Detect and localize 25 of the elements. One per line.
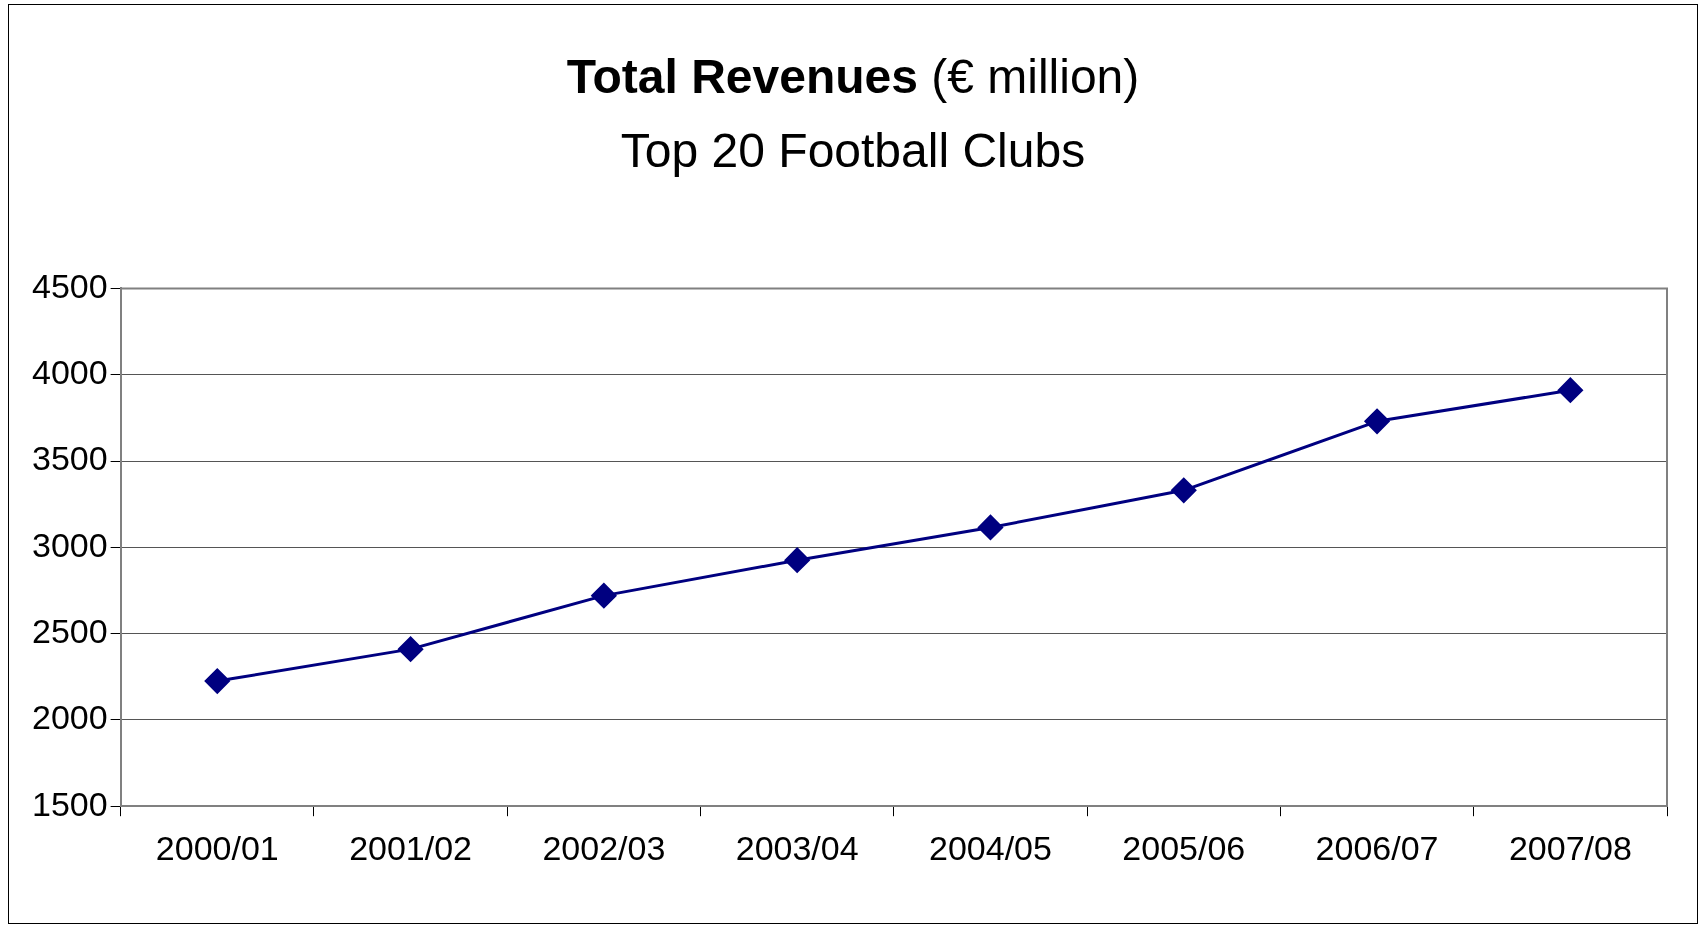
chart-subtitle: Top 20 Football Clubs <box>619 123 1087 178</box>
y-tick-label: 3500 <box>32 439 108 478</box>
point <box>1364 408 1390 434</box>
x-tick-label: 2002/03 <box>542 828 666 867</box>
point <box>204 668 230 694</box>
y-tick-label: 2500 <box>32 611 108 650</box>
chart-title: Total Revenues (€ million) <box>565 49 1141 104</box>
x-tick-label: 2007/08 <box>1508 828 1632 867</box>
point <box>784 547 810 573</box>
point <box>1171 477 1197 503</box>
x-tick-label: 2004/05 <box>929 828 1052 867</box>
y-tick-label: 2000 <box>32 698 108 737</box>
point <box>591 583 617 609</box>
x-tick-label: 2003/04 <box>735 828 859 867</box>
point <box>1557 377 1583 403</box>
x-tick-label: 2006/07 <box>1315 828 1439 867</box>
x-tick-label: 2001/02 <box>349 828 473 867</box>
y-tick-label: 3000 <box>32 525 108 564</box>
x-tick-label: 2000/01 <box>155 828 279 867</box>
point <box>398 636 424 662</box>
y-tick-label: 1500 <box>32 784 108 823</box>
point <box>977 514 1003 540</box>
y-tick-label: 4000 <box>32 353 108 392</box>
x-tick-label: 2005/06 <box>1122 828 1246 867</box>
y-tick-label: 4500 <box>32 266 108 305</box>
